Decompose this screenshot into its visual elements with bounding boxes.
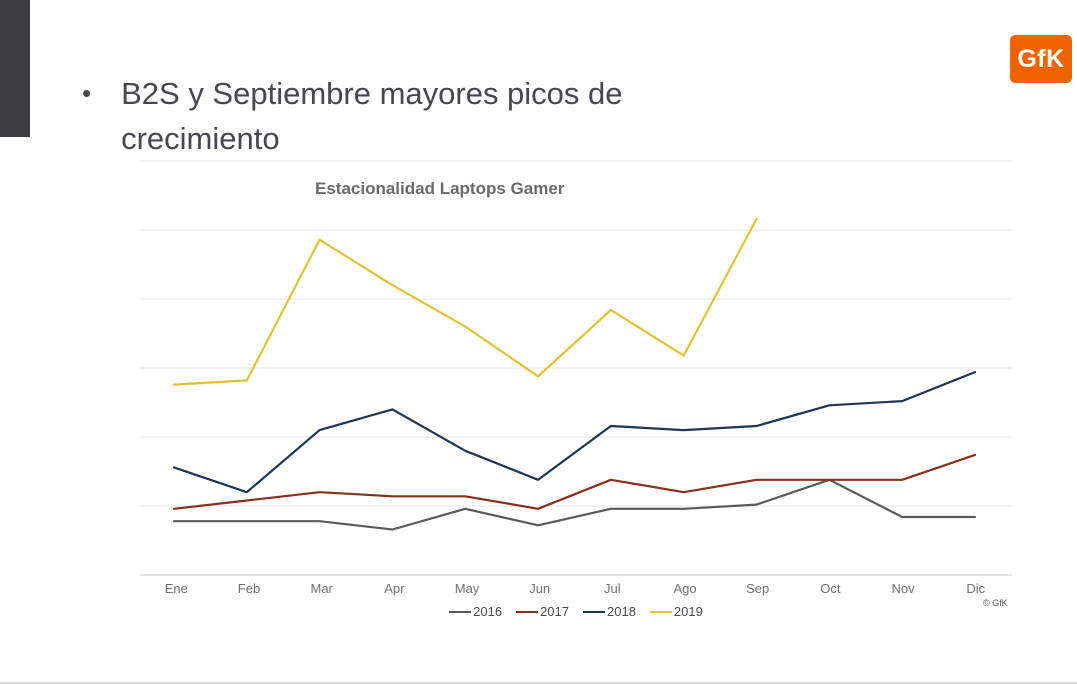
- page-title: B2S y Septiembre mayores picos de crecim…: [121, 76, 623, 156]
- x-axis-label: Jun: [529, 581, 551, 596]
- x-axis-label: Ene: [164, 581, 188, 596]
- title-bullet: •: [82, 78, 92, 108]
- legend-swatch: [649, 610, 672, 613]
- legend-item-2017: 2017: [516, 604, 569, 619]
- x-axis-label: Ago: [673, 581, 697, 596]
- series-line-2019: [172, 217, 758, 386]
- gfk-logo: GfK: [1010, 35, 1072, 83]
- series-line-2018: [172, 371, 977, 494]
- x-axis-label: May: [454, 581, 480, 596]
- legend-label: 2017: [540, 604, 569, 619]
- gfk-logo-text: GfK: [1017, 44, 1065, 73]
- x-axis-label: Nov: [891, 581, 915, 596]
- x-axis: Ene Feb Mar Apr May Jun Jul Ago Sep Oct Nov Dic: [140, 581, 1012, 596]
- legend-item-2019: 2019: [649, 604, 703, 619]
- left-accent-bar: [0, 0, 30, 137]
- series-line-2016: [172, 478, 977, 531]
- legend-swatch: [583, 610, 605, 613]
- series-line-2017: [172, 453, 977, 510]
- x-axis-label: Mar: [310, 581, 333, 596]
- title-row: • B2S y Septiembre mayores picos de crec…: [82, 72, 741, 162]
- legend-swatch: [516, 610, 539, 613]
- x-axis-label: Dic: [966, 581, 986, 596]
- x-axis-label: Feb: [237, 581, 261, 596]
- copyright: © GfK: [983, 598, 1008, 608]
- chart-legend: 2016 2017 2018 2019: [140, 604, 1012, 619]
- legend-label: 2018: [607, 604, 636, 619]
- line-chart: [140, 160, 1012, 576]
- x-axis-label: Jul: [604, 581, 621, 596]
- legend-swatch: [449, 610, 472, 613]
- legend-item-2018: 2018: [583, 604, 636, 619]
- legend-label: 2016: [473, 604, 503, 619]
- chart-title: Estacionalidad Laptops Gamer: [315, 179, 565, 198]
- legend-label: 2019: [673, 604, 703, 619]
- x-axis-label: Oct: [820, 581, 841, 596]
- x-axis-label: Apr: [384, 581, 405, 596]
- x-axis-label: Sep: [746, 581, 770, 596]
- legend-item-2016: 2016: [449, 604, 502, 619]
